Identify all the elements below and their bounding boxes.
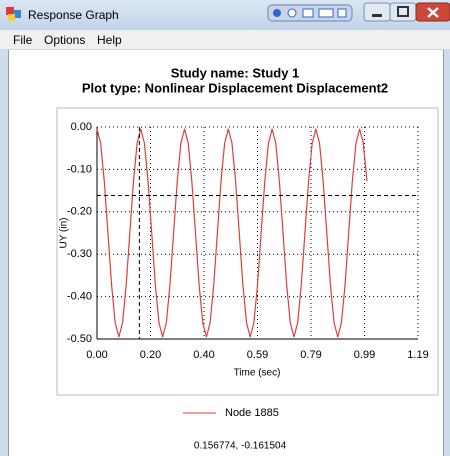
legend-label: Node 1885 [225,407,279,419]
y-tick-label: -0.30 [67,248,92,260]
y-tick-label: -0.50 [67,333,92,345]
menu-bar: File Options Help [0,30,450,50]
x-tick-label: 0.99 [354,349,375,361]
menu-item[interactable]: Help [97,33,122,47]
toolbar-buttons[interactable] [267,4,353,22]
maximize-button[interactable] [389,2,417,22]
x-tick-label: 0.40 [193,349,214,361]
x-tick-label: 0.79 [300,349,321,361]
x-tick-label: 0.59 [247,349,268,361]
x-tick-label: 0.00 [86,349,107,361]
y-tick-label: -0.10 [67,163,92,175]
title-bar-icons [6,2,450,22]
chart-subtitle: Plot type: Nonlinear Displacement Displa… [82,80,388,95]
y-tick-label: 0.00 [71,121,92,133]
x-tick-label: 0.20 [140,349,161,361]
window-title: Response Graph [28,8,119,22]
title-bar: Response Graph [0,0,450,30]
menu-item[interactable]: File [13,33,33,47]
x-tick-label: 1.19 [407,349,428,361]
close-button[interactable] [415,2,450,22]
data-line [96,128,368,338]
x-axis-label: Time (sec) [234,368,281,379]
y-tick-label: -0.20 [67,206,92,218]
plot-frame [56,107,439,396]
app-icon [6,7,21,21]
menu-item[interactable]: Options [44,33,86,47]
y-tick-label: -0.40 [67,291,92,303]
y-axis-label: UY (in) [59,218,70,249]
chart-title: Study name: Study 1 [171,65,300,80]
cursor-readout: 0.156774, -0.161504 [194,441,287,452]
